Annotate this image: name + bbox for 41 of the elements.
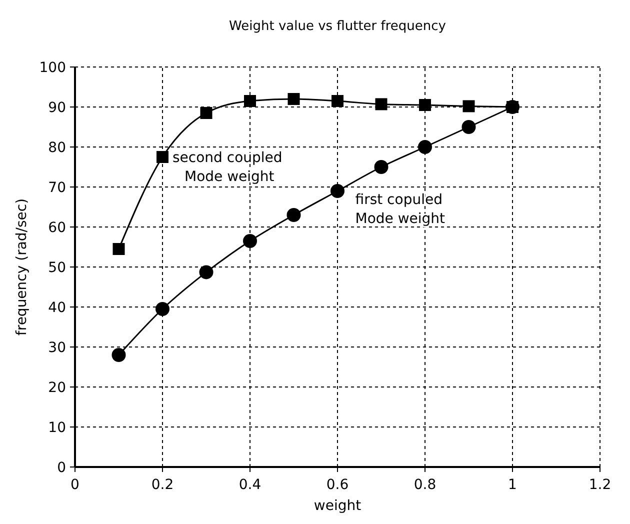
x-tick-label: 0.8: [414, 477, 436, 493]
x-tick-label: 0.6: [326, 477, 349, 493]
y-tick-label: 0: [57, 460, 66, 476]
x-tick-label: 0: [70, 477, 80, 493]
point: [375, 98, 388, 110]
y-tick-label: 80: [48, 140, 66, 156]
y-tick-label: 70: [48, 180, 66, 196]
point: [462, 120, 476, 134]
x-tick-label: 1.2: [588, 477, 612, 493]
point: [199, 265, 214, 280]
point: [156, 302, 170, 316]
point: [200, 107, 212, 119]
y-tick-label: 10: [48, 420, 66, 436]
annotation: first copuled Mode weight: [355, 192, 446, 227]
y-tick-label: 60: [48, 220, 66, 236]
point: [462, 100, 475, 112]
x-tick-label: 0.2: [151, 477, 174, 493]
y-tick-label: 90: [48, 100, 66, 116]
y-tick-label: 40: [48, 300, 66, 316]
point: [243, 234, 257, 248]
point: [418, 140, 432, 154]
point: [419, 99, 431, 111]
point: [286, 208, 301, 222]
chart-title: Weight value vs flutter frequency: [229, 19, 446, 34]
x-tick-label: 0.4: [238, 477, 262, 493]
x-tick-label: 1: [508, 477, 517, 493]
y-tick-label: 30: [48, 340, 66, 356]
point: [156, 151, 168, 163]
point: [332, 95, 344, 107]
point: [112, 348, 126, 362]
point: [244, 95, 256, 107]
point: [374, 160, 388, 174]
y-tick-label: 50: [48, 260, 66, 276]
x-axis-title: weight: [314, 498, 362, 514]
y-tick-label: 20: [48, 380, 66, 396]
y-tick-label: 100: [39, 60, 66, 76]
point: [112, 243, 125, 255]
annotation: second coupled Mode weight: [172, 150, 282, 185]
y-axis-title: frequency (rad/sec): [14, 198, 30, 336]
point: [330, 184, 344, 198]
point: [288, 93, 300, 105]
